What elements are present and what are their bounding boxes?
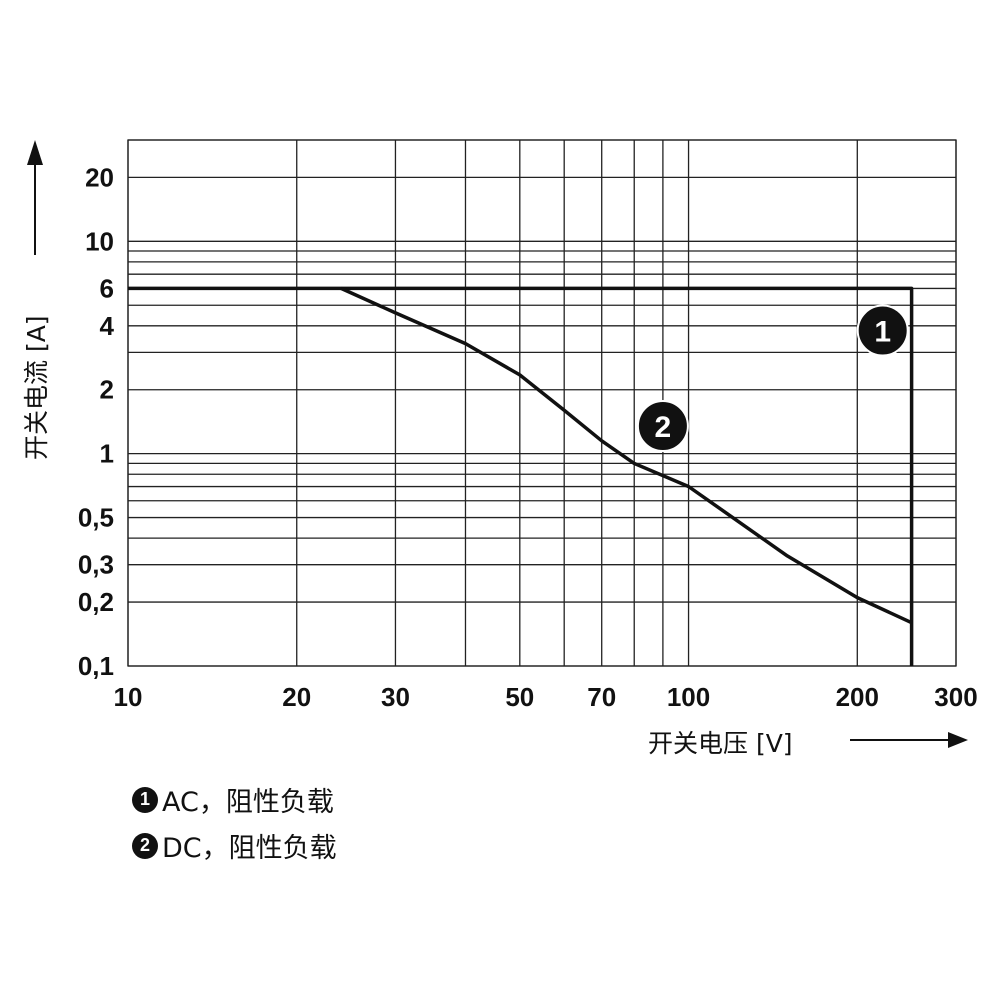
legend-label-2: DC，阻性负载 <box>162 833 337 864</box>
series-marker-circle-2 <box>636 399 689 452</box>
x-tick-label-20: 20 <box>282 682 311 712</box>
x-tick-label-200: 200 <box>836 682 879 712</box>
y-tick-label-2: 2 <box>100 375 114 405</box>
x-tick-label-300: 300 <box>934 682 977 712</box>
y-tick-label-1: 1 <box>100 439 114 469</box>
y-axis-arrowhead-icon <box>27 140 43 165</box>
legend-label-1: AC，阻性负载 <box>162 787 334 818</box>
x-tick-label-10: 10 <box>114 682 143 712</box>
legend-item-2: 2 DC，阻性负载 <box>132 826 337 865</box>
series-marker-1: 1 <box>856 304 909 357</box>
series-line-2 <box>340 286 913 625</box>
y-tick-label-0_3: 0,3 <box>78 550 114 580</box>
grid <box>127 139 957 667</box>
y-tick-label-0_2: 0,2 <box>78 587 114 617</box>
x-axis-title: 开关电压 [V] <box>648 729 793 758</box>
y-tick-label-20: 20 <box>85 162 114 192</box>
x-tick-label-70: 70 <box>587 682 616 712</box>
y-tick-label-0_1: 0,1 <box>78 651 114 681</box>
y-tick-label-4: 4 <box>100 311 115 341</box>
series-markers: 12 <box>636 304 909 452</box>
legend-badge-2: 2 <box>132 832 158 859</box>
y-tick-label-10: 10 <box>85 226 114 256</box>
x-axis-arrowhead-icon <box>948 732 968 748</box>
y-tick-label-0_5: 0,5 <box>78 503 114 533</box>
series-marker-label-2: 2 <box>655 411 672 444</box>
x-tick-label-30: 30 <box>381 682 410 712</box>
series-line-1 <box>128 286 914 666</box>
series-marker-label-1: 1 <box>874 316 891 349</box>
x-tick-label-100: 100 <box>667 682 710 712</box>
legend-item-1: 1 AC，阻性负载 <box>132 780 334 819</box>
x-tick-label-50: 50 <box>505 682 534 712</box>
plot-frame <box>127 139 957 667</box>
y-tick-label-6: 6 <box>100 273 114 303</box>
series-layer <box>128 286 914 666</box>
series-marker-circle-1 <box>856 304 909 357</box>
legend-badge-1: 1 <box>132 786 158 813</box>
series-marker-2: 2 <box>636 399 689 452</box>
y-axis-title: 开关电流 [A] <box>22 315 51 460</box>
